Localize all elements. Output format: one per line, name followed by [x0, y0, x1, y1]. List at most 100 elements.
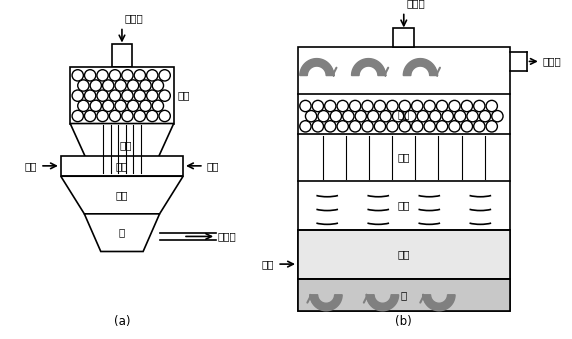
Circle shape — [325, 100, 336, 112]
Circle shape — [461, 100, 472, 112]
Circle shape — [374, 100, 386, 112]
Circle shape — [115, 100, 126, 112]
Circle shape — [102, 80, 114, 91]
Circle shape — [109, 110, 121, 122]
Circle shape — [387, 100, 398, 112]
Circle shape — [115, 80, 126, 91]
Text: 热解: 热解 — [398, 153, 410, 162]
Circle shape — [374, 121, 386, 132]
Circle shape — [412, 121, 423, 132]
Circle shape — [109, 70, 121, 81]
Circle shape — [474, 121, 485, 132]
Text: 热解气: 热解气 — [543, 56, 561, 66]
Circle shape — [122, 110, 133, 122]
Circle shape — [146, 70, 158, 81]
Bar — [112, 43, 132, 67]
Circle shape — [122, 70, 133, 81]
Circle shape — [128, 100, 138, 112]
Circle shape — [72, 110, 84, 122]
Circle shape — [399, 100, 411, 112]
Circle shape — [461, 121, 472, 132]
Circle shape — [305, 111, 317, 122]
Bar — [298, 230, 510, 279]
Circle shape — [349, 121, 361, 132]
Circle shape — [405, 111, 416, 122]
Circle shape — [128, 80, 138, 91]
Circle shape — [97, 70, 108, 81]
Polygon shape — [84, 214, 160, 252]
Circle shape — [455, 111, 466, 122]
Circle shape — [312, 100, 324, 112]
Circle shape — [412, 100, 423, 112]
Text: 干燥: 干燥 — [177, 90, 190, 100]
Circle shape — [122, 90, 133, 101]
Circle shape — [337, 121, 348, 132]
Circle shape — [362, 121, 373, 132]
Text: 干燥: 干燥 — [398, 109, 410, 119]
Circle shape — [85, 90, 96, 101]
Circle shape — [368, 111, 379, 122]
Bar — [61, 156, 183, 176]
Polygon shape — [300, 59, 333, 76]
Circle shape — [436, 121, 448, 132]
Circle shape — [424, 121, 435, 132]
Circle shape — [159, 90, 170, 101]
Circle shape — [78, 100, 89, 112]
Circle shape — [380, 111, 391, 122]
Circle shape — [134, 90, 145, 101]
Circle shape — [436, 100, 448, 112]
Circle shape — [85, 110, 96, 122]
Polygon shape — [367, 295, 399, 311]
Circle shape — [387, 121, 398, 132]
Circle shape — [109, 90, 121, 101]
Circle shape — [486, 121, 498, 132]
Circle shape — [479, 111, 491, 122]
Polygon shape — [310, 295, 342, 311]
Circle shape — [159, 110, 170, 122]
Text: 空气: 空气 — [25, 161, 37, 171]
Circle shape — [325, 121, 336, 132]
Polygon shape — [403, 59, 437, 76]
Circle shape — [102, 100, 114, 112]
Circle shape — [486, 100, 498, 112]
Text: 空气: 空气 — [262, 259, 275, 269]
Text: 生物质: 生物质 — [407, 0, 426, 8]
Circle shape — [449, 100, 460, 112]
Circle shape — [442, 111, 454, 122]
Circle shape — [474, 100, 485, 112]
Bar — [298, 279, 510, 311]
Polygon shape — [352, 59, 386, 76]
Text: 空气: 空气 — [206, 161, 219, 171]
Polygon shape — [70, 123, 174, 175]
Circle shape — [152, 80, 164, 91]
Text: (a): (a) — [114, 315, 130, 328]
Circle shape — [355, 111, 367, 122]
Circle shape — [337, 100, 348, 112]
Circle shape — [343, 111, 354, 122]
Circle shape — [140, 100, 151, 112]
Circle shape — [146, 90, 158, 101]
Circle shape — [449, 121, 460, 132]
Bar — [70, 67, 174, 123]
Text: 生物质: 生物质 — [125, 13, 144, 23]
Text: 灰: 灰 — [119, 228, 125, 238]
Circle shape — [72, 70, 84, 81]
Circle shape — [140, 80, 151, 91]
Text: 热解: 热解 — [120, 140, 132, 150]
Circle shape — [152, 100, 164, 112]
Text: 还原: 还原 — [116, 190, 128, 200]
Circle shape — [467, 111, 478, 122]
Circle shape — [90, 80, 101, 91]
Polygon shape — [423, 295, 455, 311]
Circle shape — [362, 100, 373, 112]
Circle shape — [90, 100, 101, 112]
Circle shape — [146, 110, 158, 122]
Circle shape — [424, 100, 435, 112]
Circle shape — [134, 110, 145, 122]
Circle shape — [349, 100, 361, 112]
Circle shape — [72, 90, 84, 101]
Text: 还原: 还原 — [398, 200, 410, 211]
Circle shape — [97, 110, 108, 122]
Circle shape — [159, 70, 170, 81]
Circle shape — [492, 111, 503, 122]
